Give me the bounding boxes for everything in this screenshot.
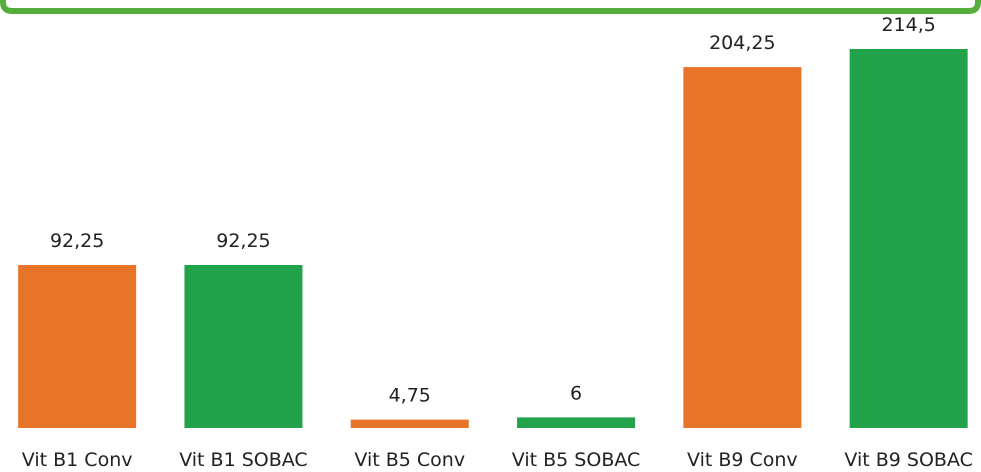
x-tick-label: Vit B5 SOBAC (512, 449, 641, 471)
bar (849, 48, 968, 428)
bar (18, 264, 137, 428)
bar (517, 417, 636, 428)
data-label: 214,5 (881, 14, 935, 36)
data-label: 6 (570, 382, 582, 404)
data-label: 92,25 (216, 230, 270, 252)
x-tick-label: Vit B1 SOBAC (179, 449, 308, 471)
x-tick-label: Vit B9 Conv (687, 449, 798, 471)
data-label: 4,75 (389, 385, 431, 407)
x-tick-label: Vit B1 Conv (22, 449, 133, 471)
x-tick-label: Vit B5 Conv (354, 449, 465, 471)
x-tick-label: Vit B9 SOBAC (844, 449, 973, 471)
data-label: 204,25 (709, 32, 775, 54)
bar (683, 67, 802, 429)
frame-border (0, 0, 981, 14)
data-label: 92,25 (50, 230, 104, 252)
bar (184, 264, 303, 428)
bar (350, 419, 469, 428)
